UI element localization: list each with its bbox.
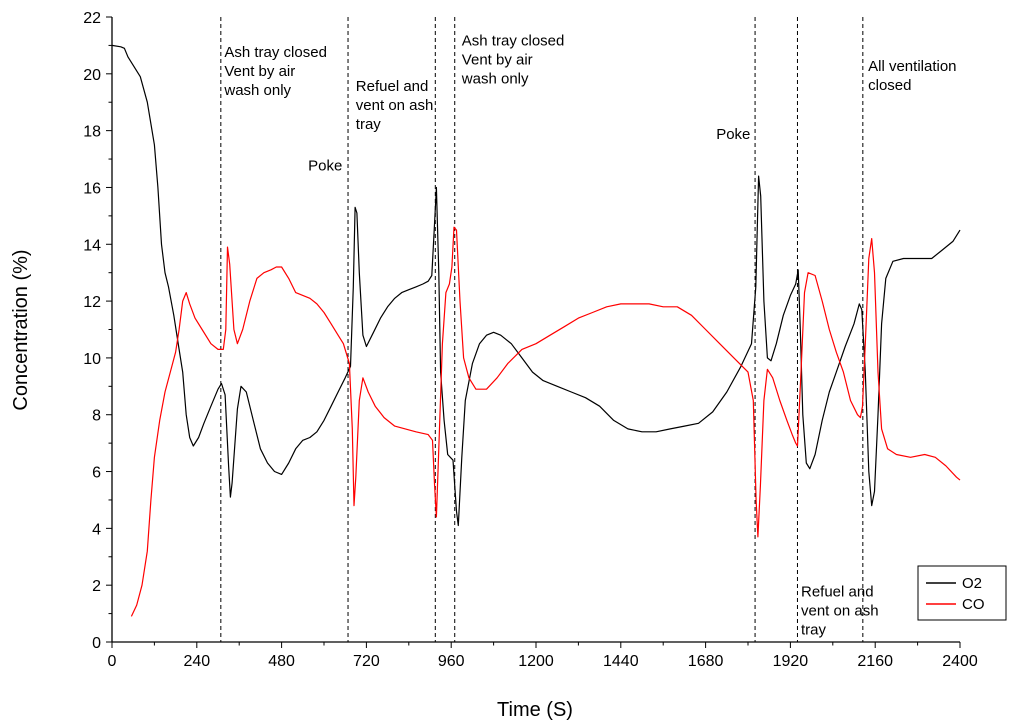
x-tick-label: 960 — [438, 653, 465, 670]
y-tick-label: 10 — [83, 351, 101, 368]
annotation-line: Poke — [716, 126, 750, 143]
y-tick-label: 0 — [92, 635, 101, 652]
annotation-line: All ventilation — [868, 58, 956, 75]
x-tick-label: 1920 — [773, 653, 809, 670]
y-tick-label: 14 — [83, 237, 101, 254]
annotation: All ventilation closed — [868, 58, 956, 94]
y-tick-label: 20 — [83, 67, 101, 84]
x-tick-label: 2400 — [942, 653, 978, 670]
legend: O2 CO — [917, 565, 1007, 621]
annotation-line: closed — [868, 77, 911, 94]
legend-label-co: CO — [962, 596, 985, 613]
annotation-line: wash only — [223, 82, 291, 99]
x-tick-label: 0 — [108, 653, 117, 670]
axes — [111, 17, 960, 643]
x-tick-label: 2160 — [857, 653, 893, 670]
series-line-o2 — [111, 44, 961, 527]
legend-box — [917, 565, 1007, 621]
y-axis-title: Concentration (%) — [10, 249, 32, 410]
annotations: Ash tray closed Vent by air wash only Poke R… — [223, 32, 956, 638]
annotation: Poke — [716, 126, 750, 143]
x-tick-label: 720 — [353, 653, 380, 670]
annotation-line: Refuel and — [801, 584, 874, 601]
annotation: Poke — [308, 157, 342, 174]
y-tick-label: 6 — [92, 465, 101, 482]
annotation-line: tray — [356, 116, 382, 133]
x-ticks: 0 240 480 720 960 1200 1440 1680 1920 2160 2400 — [108, 642, 978, 670]
annotation: Ash tray closed Vent by air wash only — [223, 44, 327, 99]
annotation: Ash tray closed Vent by air wash only — [461, 32, 565, 87]
annotation-line: Ash tray closed — [462, 32, 565, 49]
series-layer — [111, 44, 961, 617]
series-line-co — [130, 226, 961, 617]
annotation-line: Vent by air — [224, 63, 295, 80]
legend-label-o2: O2 — [962, 575, 982, 592]
annotation: Refuel and vent on ash tray — [801, 584, 879, 639]
annotation-line: Vent by air — [462, 51, 533, 68]
y-tick-label: 16 — [83, 180, 101, 197]
y-tick-label: 2 — [92, 578, 101, 595]
y-tick-label: 8 — [92, 408, 101, 425]
x-tick-label: 240 — [183, 653, 210, 670]
y-tick-label: 4 — [92, 521, 101, 538]
x-tick-label: 480 — [268, 653, 295, 670]
y-ticks: 0 2 4 6 8 10 12 14 16 18 20 22 — [83, 10, 112, 652]
annotation-line: Poke — [308, 157, 342, 174]
x-tick-label: 1680 — [688, 653, 724, 670]
event-lines — [220, 17, 864, 642]
annotation-line: vent on ash — [356, 97, 434, 114]
y-tick-label: 18 — [83, 124, 101, 141]
x-tick-label: 1440 — [603, 653, 639, 670]
annotation: Refuel and vent on ash tray — [356, 78, 434, 133]
annotation-line: wash only — [461, 70, 529, 87]
annotation-line: vent on ash — [801, 603, 879, 620]
annotation-line: Refuel and — [356, 78, 429, 95]
x-axis-title: Time (S) — [497, 699, 573, 721]
y-tick-label: 12 — [83, 294, 101, 311]
y-tick-label: 22 — [83, 10, 101, 27]
annotation-line: tray — [801, 622, 827, 639]
annotation-line: Ash tray closed — [224, 44, 327, 61]
x-tick-label: 1200 — [518, 653, 554, 670]
